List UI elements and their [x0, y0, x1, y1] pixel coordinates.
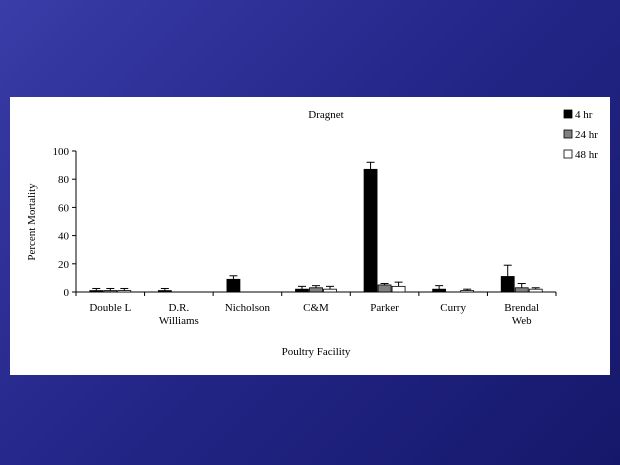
legend-label: 48 hr: [575, 149, 598, 161]
bar: [309, 287, 323, 293]
bar-chart: Dragnet Poultry Facility Percent Mortali…: [26, 109, 598, 358]
y-tick-label: 100: [53, 146, 70, 158]
x-tick-label: Brendal: [504, 302, 539, 314]
plot-area: 0 20 40 60 80 100 Double L D.R.Williams Nicholso…: [53, 146, 557, 327]
x-tick-label: Williams: [159, 315, 199, 327]
y-tick-label: 80: [58, 174, 70, 186]
x-tick-label: Parker: [370, 302, 399, 314]
bar: [363, 168, 378, 293]
y-tick-label: 60: [58, 202, 70, 214]
bar: [528, 288, 543, 293]
legend: 4 hr 24 hr 48 hr: [563, 109, 598, 161]
x-tick-label: Curry: [440, 302, 466, 314]
bar: [432, 288, 447, 293]
chart-title: Dragnet: [308, 109, 343, 121]
bar: [391, 285, 406, 293]
bar: [323, 288, 337, 293]
bar: [377, 284, 392, 293]
bar: [514, 287, 529, 293]
legend-swatch: [563, 129, 573, 139]
x-tick-label: D.R.: [168, 302, 189, 314]
x-axis-title: Poultry Facility: [282, 346, 351, 358]
bar: [157, 290, 172, 293]
x-tick-label: C&M: [303, 302, 329, 314]
x-tick-label: Web: [512, 315, 532, 327]
bar: [226, 278, 241, 293]
legend-swatch: [563, 109, 573, 119]
legend-label: 24 hr: [575, 129, 598, 141]
bar: [500, 276, 515, 293]
bar: [89, 290, 104, 293]
x-tick-label: Double L: [89, 302, 131, 314]
bar: [295, 288, 309, 293]
bar: [460, 290, 475, 293]
chart-panel: Dragnet Poultry Facility Percent Mortali…: [10, 97, 610, 375]
legend-swatch: [563, 149, 573, 159]
legend-label: 4 hr: [575, 109, 593, 121]
y-axis-title: Percent Mortality: [26, 183, 38, 261]
bar: [117, 290, 132, 293]
bar: [103, 290, 118, 293]
y-tick-label: 20: [58, 259, 70, 271]
x-tick-label: Nicholson: [225, 302, 271, 314]
y-tick-label: 40: [58, 231, 70, 243]
y-tick-label: 0: [64, 287, 70, 299]
